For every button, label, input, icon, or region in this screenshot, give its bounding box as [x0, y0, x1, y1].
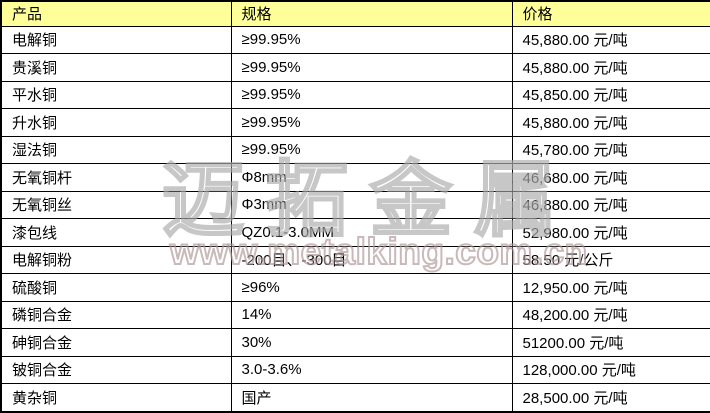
col-header-spec: 规格: [230, 0, 513, 27]
table-row: 无氧铜杆 Φ8mm 46,680.00 元/吨: [0, 163, 710, 192]
spec-cell: Φ3mm: [230, 190, 513, 220]
table-row: 升水铜 ≥99.95% 45,880.00 元/吨: [0, 108, 710, 137]
price-cell: 128,000.00 元/吨: [511, 355, 710, 385]
product-cell: 贵溪铜: [0, 53, 232, 82]
spec-cell: Φ8mm: [230, 163, 513, 192]
product-cell: 黄杂铜: [0, 383, 232, 413]
price-cell: 45,880.00 元/吨: [511, 53, 710, 82]
product-cell: 铍铜合金: [0, 355, 232, 385]
product-cell: 湿法铜: [0, 135, 232, 165]
spec-cell: -200目、-300目: [230, 245, 513, 275]
table-row: 砷铜合金 30% 51200.00 元/吨: [0, 328, 710, 357]
product-cell: 升水铜: [0, 108, 232, 137]
spec-cell: ≥99.95%: [230, 135, 513, 165]
spec-cell: ≥99.95%: [230, 108, 513, 137]
header-row: 产品 规格 价格: [0, 0, 710, 27]
table-row: 黄杂铜 国产 28,500.00 元/吨: [0, 383, 710, 413]
product-cell: 平水铜: [0, 80, 232, 110]
price-cell: 45,880.00 元/吨: [511, 25, 710, 55]
price-cell: 45,780.00 元/吨: [511, 135, 710, 165]
product-cell: 无氧铜丝: [0, 190, 232, 220]
table-row: 漆包线 QZ0.1-3.0MM 52,980.00 元/吨: [0, 218, 710, 247]
col-header-price: 价格: [511, 0, 710, 27]
product-cell: 电解铜粉: [0, 245, 232, 275]
price-cell: 51200.00 元/吨: [511, 328, 710, 357]
spec-cell: 3.0-3.6%: [230, 355, 513, 385]
table-row: 电解铜粉 -200目、-300目 58.50 元/公斤: [0, 245, 710, 275]
price-cell: 45,880.00 元/吨: [511, 108, 710, 137]
price-cell: 52,980.00 元/吨: [511, 218, 710, 247]
table-row: 无氧铜丝 Φ3mm 46,880.00 元/吨: [0, 190, 710, 220]
table-row: 湿法铜 ≥99.95% 45,780.00 元/吨: [0, 135, 710, 165]
spec-cell: QZ0.1-3.0MM: [230, 218, 513, 247]
product-cell: 磷铜合金: [0, 300, 232, 330]
product-cell: 无氧铜杆: [0, 163, 232, 192]
table-row: 磷铜合金 14% 48,200.00 元/吨: [0, 300, 710, 330]
product-cell: 砷铜合金: [0, 328, 232, 357]
spec-cell: ≥99.95%: [230, 53, 513, 82]
price-cell: 46,880.00 元/吨: [511, 190, 710, 220]
product-cell: 硫酸铜: [0, 273, 232, 302]
spec-cell: 30%: [230, 328, 513, 357]
table-row: 贵溪铜 ≥99.95% 45,880.00 元/吨: [0, 53, 710, 82]
price-cell: 12,950.00 元/吨: [511, 273, 710, 302]
table-row: 平水铜 ≥99.95% 45,850.00 元/吨: [0, 80, 710, 110]
price-cell: 58.50 元/公斤: [511, 245, 710, 275]
price-cell: 46,680.00 元/吨: [511, 163, 710, 192]
table-row: 硫酸铜 ≥96% 12,950.00 元/吨: [0, 273, 710, 302]
product-cell: 电解铜: [0, 25, 232, 55]
col-header-product: 产品: [0, 0, 232, 27]
spec-cell: ≥96%: [230, 273, 513, 302]
price-cell: 28,500.00 元/吨: [511, 383, 710, 413]
spec-cell: 14%: [230, 300, 513, 330]
table-row: 电解铜 ≥99.95% 45,880.00 元/吨: [0, 25, 710, 55]
price-cell: 45,850.00 元/吨: [511, 80, 710, 110]
product-cell: 漆包线: [0, 218, 232, 247]
table-row: 铍铜合金 3.0-3.6% 128,000.00 元/吨: [0, 355, 710, 385]
spec-cell: 国产: [230, 383, 513, 413]
spec-cell: ≥99.95%: [230, 80, 513, 110]
price-cell: 48,200.00 元/吨: [511, 300, 710, 330]
spec-cell: ≥99.95%: [230, 25, 513, 55]
